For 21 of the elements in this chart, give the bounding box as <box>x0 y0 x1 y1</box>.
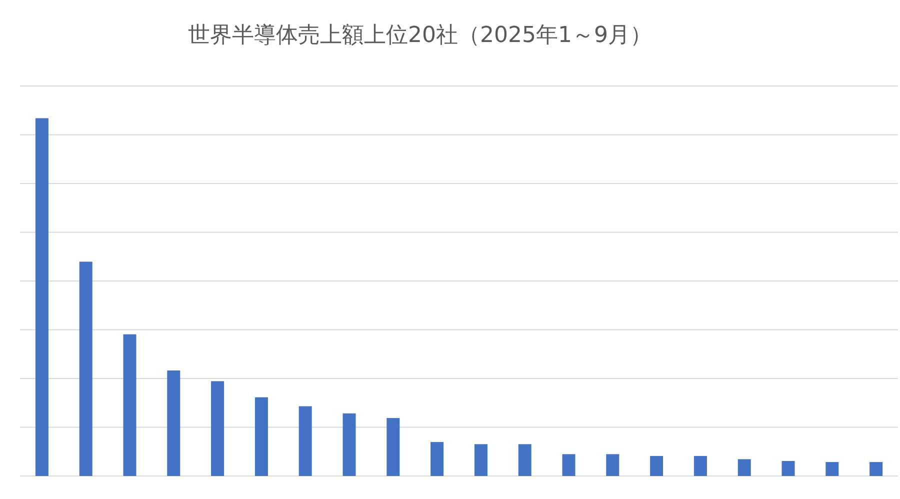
bar <box>694 456 707 476</box>
chart-title: 世界半導体売上額上位20社（2025年1～9月） <box>188 23 652 48</box>
bar <box>870 462 883 476</box>
bar <box>386 418 400 476</box>
bar <box>738 459 751 476</box>
bar <box>562 454 576 476</box>
bar <box>79 262 92 476</box>
bar <box>606 454 620 476</box>
bar <box>826 462 839 476</box>
bar <box>298 406 312 476</box>
bar <box>650 456 664 476</box>
bar <box>167 370 180 476</box>
bar <box>123 334 136 476</box>
bar <box>782 460 795 476</box>
bar <box>254 397 268 476</box>
bar <box>211 381 224 476</box>
bar <box>474 444 488 476</box>
bar <box>342 413 356 476</box>
bar <box>35 118 48 476</box>
bar <box>518 444 532 476</box>
bar <box>430 442 444 476</box>
